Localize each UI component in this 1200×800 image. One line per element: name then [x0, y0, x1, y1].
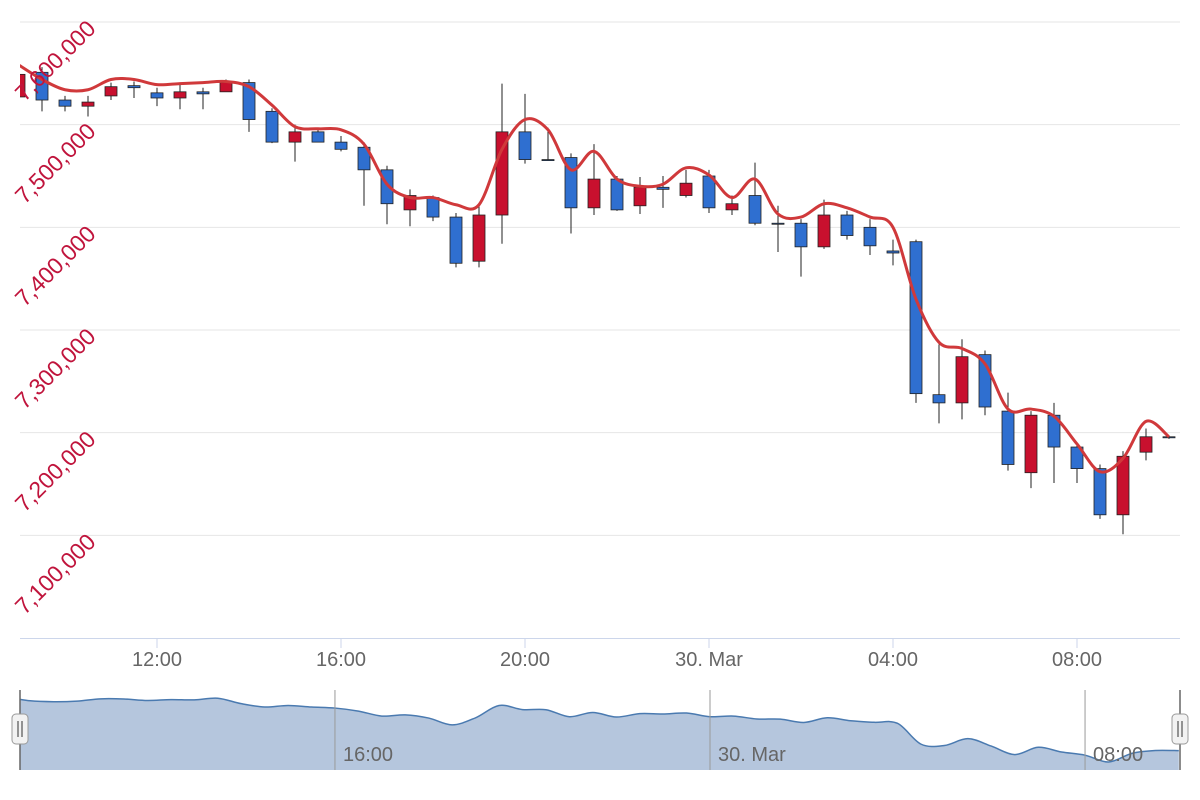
candle-body: [955, 356, 969, 404]
candle: [357, 142, 371, 206]
candle-body: [311, 131, 325, 143]
candle-body: [265, 110, 279, 143]
candle-body: [219, 82, 233, 93]
candle: [817, 199, 831, 249]
candle: [955, 339, 969, 420]
navigator-line: [20, 697, 1179, 763]
candle-body: [817, 214, 831, 248]
candle: [656, 176, 670, 208]
candle: [518, 93, 532, 164]
candle-body: [20, 73, 26, 98]
candle-body: [1001, 410, 1015, 465]
candle: [541, 127, 555, 162]
candle-body: [196, 91, 210, 95]
navigator-tick-label: 16:00: [343, 744, 393, 766]
candle: [748, 162, 762, 226]
candle-body: [1162, 436, 1176, 439]
candle-body: [1139, 436, 1153, 453]
candle: [311, 129, 325, 143]
candle: [334, 135, 348, 152]
candle-body: [242, 82, 256, 120]
candle: [1070, 444, 1084, 483]
candle: [20, 73, 26, 98]
candle: [472, 205, 486, 268]
candle: [679, 169, 693, 198]
candle-body: [357, 146, 371, 171]
candle-body: [81, 101, 95, 107]
candle-body: [1116, 455, 1130, 516]
candle: [863, 219, 877, 256]
candle-body: [104, 86, 118, 97]
candle-body: [610, 178, 624, 211]
navigator-series: [20, 697, 1179, 770]
candle-body: [886, 250, 900, 254]
x-tick-label: 08:00: [1052, 649, 1102, 671]
candle: [265, 108, 279, 144]
candle-body: [840, 214, 854, 236]
candle-body: [173, 91, 187, 99]
x-tick-label: 12:00: [132, 649, 182, 671]
candle-body: [863, 226, 877, 247]
candle-body: [472, 214, 486, 262]
candle: [1139, 428, 1153, 461]
navigator-handle: [11, 713, 29, 745]
candle-body: [909, 241, 923, 395]
navigator-area: [20, 698, 1179, 770]
candle-body: [426, 197, 440, 218]
candle-body: [656, 186, 670, 190]
candle: [449, 212, 463, 268]
candle-body: [587, 178, 601, 209]
candle: [840, 210, 854, 240]
candle: [610, 176, 624, 211]
candle-body: [334, 141, 348, 150]
candle: [587, 144, 601, 216]
candle-body: [1070, 446, 1084, 470]
candle-body: [1093, 468, 1107, 516]
candle-body: [748, 195, 762, 224]
candle: [104, 82, 118, 101]
candle-body: [58, 99, 72, 107]
x-tick-label: 16:00: [316, 649, 366, 671]
candle-body: [518, 131, 532, 160]
candle-body: [1024, 414, 1038, 474]
candle: [1001, 392, 1015, 471]
navigator: 16:00 30. Mar 08:00: [11, 690, 1189, 770]
navigator-tick-label: 30. Mar: [718, 744, 786, 766]
candle: [127, 81, 141, 98]
x-tick-label: 20:00: [500, 649, 550, 671]
candle: [173, 83, 187, 110]
trend-line: [20, 63, 1170, 474]
candle-body: [127, 85, 141, 89]
candle: [909, 239, 923, 403]
candle: [58, 95, 72, 112]
navigator-handle: [1171, 713, 1189, 745]
x-tick-label: 04:00: [868, 649, 918, 671]
candle-body: [932, 394, 946, 404]
candle: [794, 219, 808, 277]
candle: [426, 195, 440, 222]
candle: [1093, 464, 1107, 519]
candle-body: [794, 222, 808, 248]
plot-area: [20, 63, 1176, 535]
candle-body: [288, 131, 302, 143]
candle: [196, 87, 210, 110]
candle: [288, 124, 302, 162]
grid: [20, 21, 1180, 536]
candle-body: [679, 182, 693, 196]
candle-body: [725, 203, 739, 211]
candle-body: [771, 222, 785, 225]
candle: [886, 239, 900, 266]
navigator-tick-label: 08:00: [1093, 744, 1143, 766]
candle-body: [633, 186, 647, 207]
candle: [81, 95, 95, 117]
x-tick-label: 30. Mar: [675, 649, 743, 671]
candle: [932, 344, 946, 424]
candle-body: [449, 216, 463, 264]
candle-body: [541, 159, 555, 162]
candle-body: [150, 92, 164, 99]
candle: [150, 87, 164, 107]
candle: [1024, 411, 1038, 489]
